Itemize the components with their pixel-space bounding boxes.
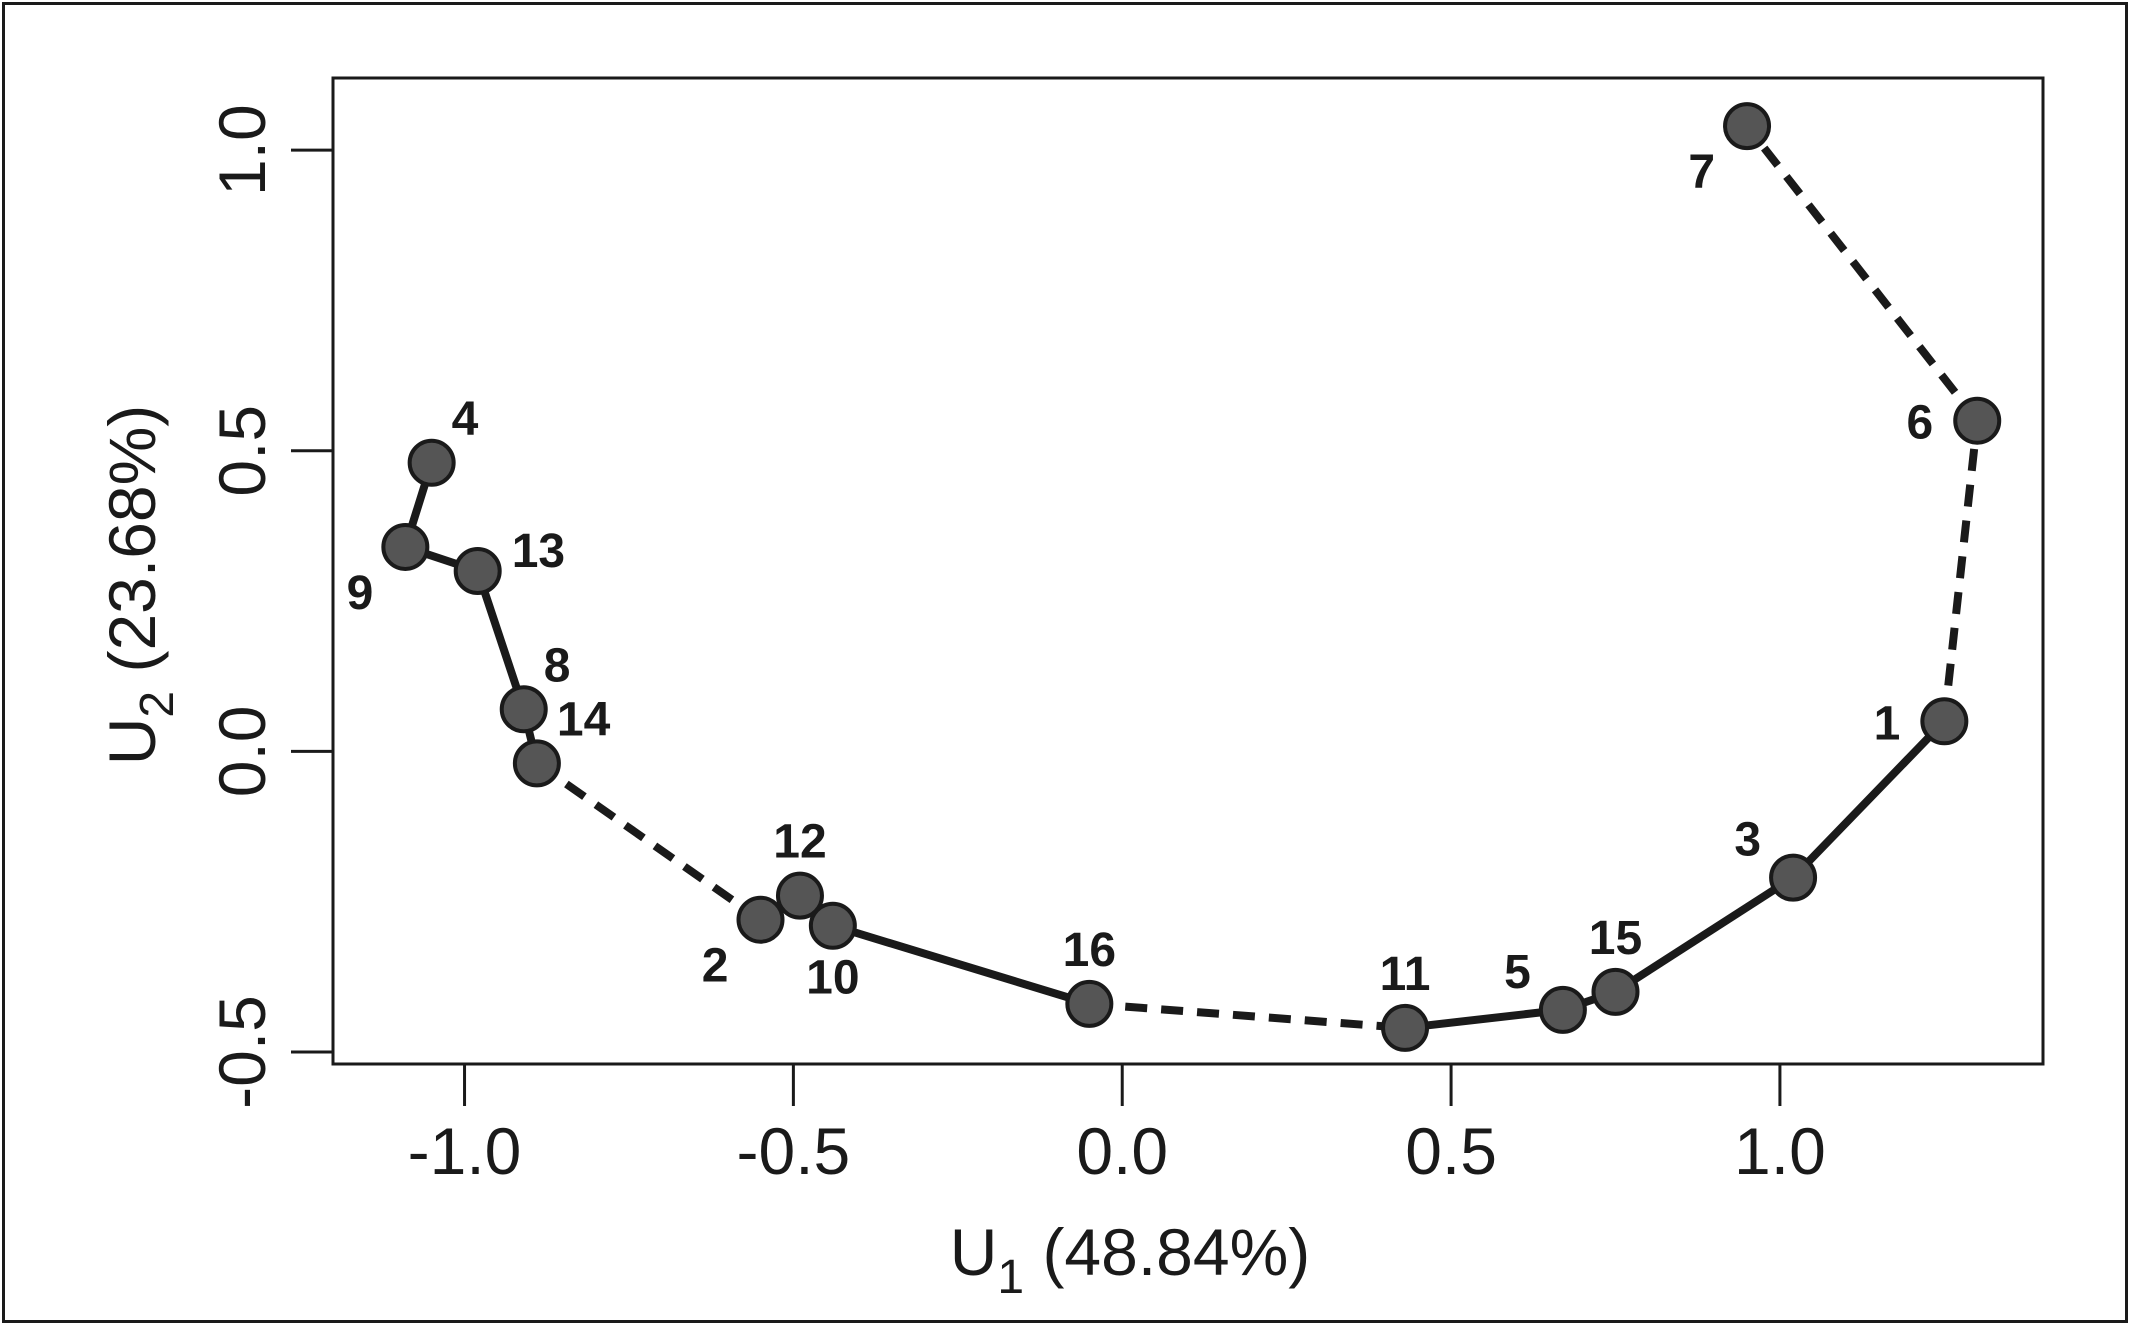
x-tick-label: -0.5 [737, 1114, 851, 1188]
point-label: 1 [1874, 697, 1901, 750]
point-label: 4 [452, 393, 479, 446]
data-point [1723, 102, 1772, 151]
data-point [808, 901, 857, 950]
point-label: 8 [544, 639, 571, 692]
data-point [775, 871, 824, 920]
connection-line [1940, 420, 1982, 722]
plot-box [331, 76, 2045, 1066]
x-tick-label: -1.0 [408, 1114, 522, 1188]
data-point [1953, 396, 2002, 445]
y-tick-label: 1.0 [205, 104, 279, 196]
x-tick-label: 1.0 [1734, 1114, 1826, 1188]
point-label: 6 [1907, 397, 1934, 450]
point-label: 7 [1688, 146, 1715, 199]
data-point [381, 522, 430, 571]
connection-line [1404, 1005, 1564, 1032]
x-tick-label: 0.0 [1076, 1114, 1168, 1188]
data-point [453, 547, 502, 595]
y-tick-label: 0.5 [205, 405, 279, 497]
y-tick-label: -0.5 [205, 995, 279, 1109]
data-point [407, 438, 456, 487]
axes: -1.0 -0.5 0.0 0.5 1.0 -0.5 0.0 0.5 1.0 [205, 76, 2045, 1188]
data-point [512, 739, 561, 788]
point-label: 12 [773, 816, 826, 869]
data-point [1381, 1003, 1430, 1052]
data-point [1769, 853, 1818, 902]
point-label: 14 [557, 693, 611, 746]
data-point [1065, 979, 1114, 1028]
point-label: 5 [1504, 946, 1531, 999]
data-point [736, 895, 785, 944]
connection-line [1089, 999, 1406, 1032]
x-axis-title: U1 (48.84%) [950, 1215, 1311, 1304]
point-label: 13 [512, 525, 565, 578]
connection-line [473, 569, 528, 711]
y-tick-label: 0.0 [205, 705, 279, 797]
data-point [1920, 697, 1969, 746]
data-point [1538, 985, 1587, 1034]
x-tick-label: 0.5 [1405, 1114, 1497, 1188]
connection-line [831, 921, 1091, 1008]
point-label: 9 [347, 567, 374, 620]
data-points [381, 102, 2002, 1052]
connection-line [1743, 123, 1981, 424]
connection-line [534, 760, 763, 923]
data-point [1591, 967, 1640, 1016]
y-axis-title: U2 (23.68%) [95, 405, 184, 766]
point-label: 16 [1063, 924, 1116, 977]
point-label: 11 [1380, 948, 1431, 1001]
point-label: 3 [1734, 814, 1761, 867]
point-label: 2 [702, 940, 729, 993]
point-label: 10 [806, 952, 859, 1005]
data-point [499, 685, 548, 734]
connection-line [1613, 874, 1796, 996]
point-label: 15 [1589, 912, 1642, 965]
connection-lines [401, 123, 1982, 1032]
connection-line [1790, 718, 1948, 881]
